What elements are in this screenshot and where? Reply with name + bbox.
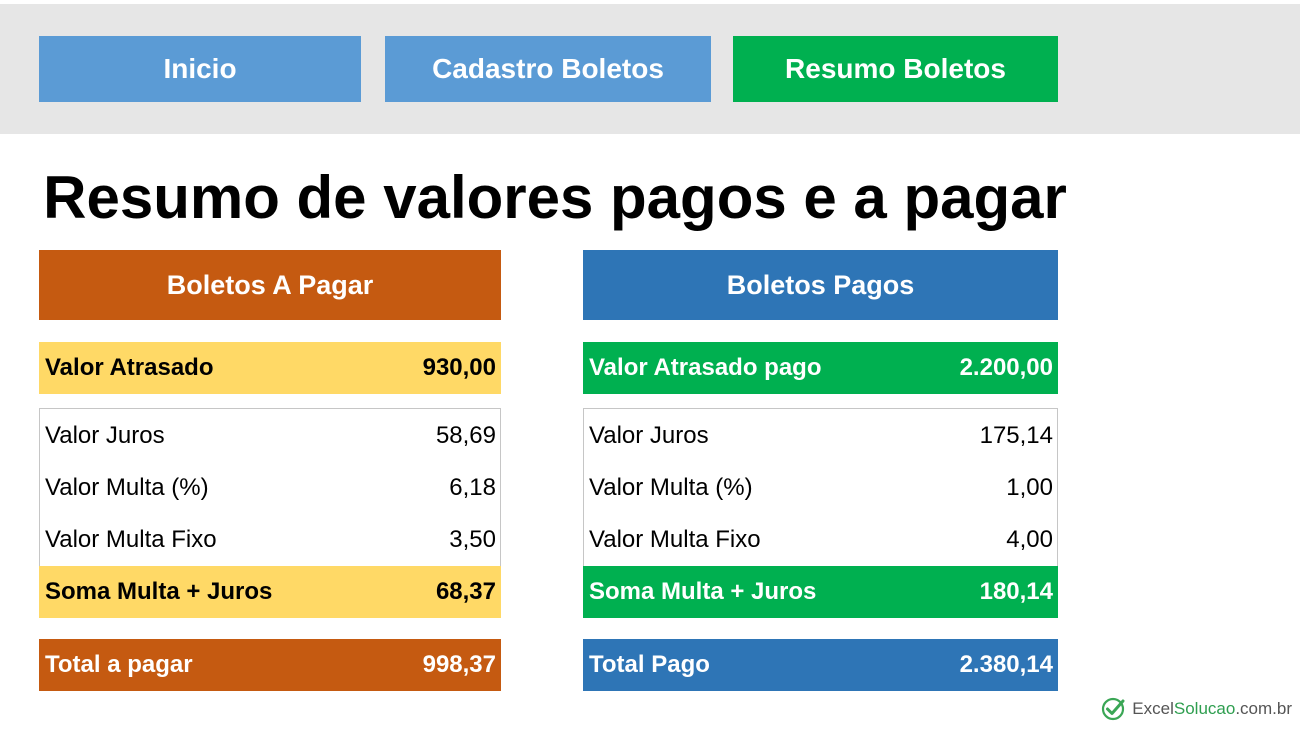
a-pagar-soma-row: Soma Multa + Juros 68,37 (39, 566, 501, 618)
a-pagar-juros-row: Valor Juros 58,69 (39, 410, 501, 462)
excelsolucao-logo: ExcelSolucao.com.br (1100, 694, 1292, 724)
pagos-multa-fixo-label: Valor Multa Fixo (589, 526, 761, 553)
pagos-multa-pct-row: Valor Multa (%) 1,00 (583, 462, 1058, 514)
pagos-juros-label: Valor Juros (589, 422, 709, 449)
a-pagar-juros-label: Valor Juros (45, 422, 165, 449)
pagos-multa-pct-label: Valor Multa (%) (589, 474, 753, 501)
nav-button-cadastro-boletos[interactable]: Cadastro Boletos (385, 36, 711, 102)
page-title: Resumo de valores pagos e a pagar (43, 164, 1067, 231)
a-pagar-multa-fixo-value: 3,50 (449, 526, 496, 553)
pagos-multa-fixo-value: 4,00 (1006, 526, 1053, 553)
pagos-total-value: 2.380,14 (959, 651, 1053, 678)
pagos-header: Boletos Pagos (583, 250, 1058, 320)
pagos-juros-value: 175,14 (979, 422, 1053, 449)
a-pagar-multa-fixo-row: Valor Multa Fixo 3,50 (39, 514, 501, 566)
check-circle-icon (1100, 696, 1126, 722)
pagos-juros-row: Valor Juros 175,14 (583, 410, 1058, 462)
pagos-total-row: Total Pago 2.380,14 (583, 639, 1058, 691)
a-pagar-multa-pct-row: Valor Multa (%) 6,18 (39, 462, 501, 514)
a-pagar-header: Boletos A Pagar (39, 250, 501, 320)
a-pagar-valor-atrasado-value: 930,00 (422, 354, 496, 381)
a-pagar-total-row: Total a pagar 998,37 (39, 639, 501, 691)
a-pagar-multa-fixo-label: Valor Multa Fixo (45, 526, 217, 553)
pagos-soma-label: Soma Multa + Juros (589, 578, 817, 605)
pagos-valor-atrasado-row: Valor Atrasado pago 2.200,00 (583, 342, 1058, 394)
pagos-valor-atrasado-value: 2.200,00 (959, 354, 1053, 381)
a-pagar-multa-pct-value: 6,18 (449, 474, 496, 501)
nav-button-inicio[interactable]: Inicio (39, 36, 361, 102)
a-pagar-soma-value: 68,37 (435, 578, 496, 605)
a-pagar-total-label: Total a pagar (45, 651, 193, 678)
pagos-multa-pct-value: 1,00 (1006, 474, 1053, 501)
logo-text-solucao: Solucao (1173, 699, 1236, 718)
a-pagar-valor-atrasado-row: Valor Atrasado 930,00 (39, 342, 501, 394)
pagos-total-label: Total Pago (589, 651, 710, 678)
a-pagar-total-value: 998,37 (422, 651, 496, 678)
pagos-soma-row: Soma Multa + Juros 180,14 (583, 566, 1058, 618)
nav-button-resumo-boletos[interactable]: Resumo Boletos (733, 36, 1058, 102)
a-pagar-multa-pct-label: Valor Multa (%) (45, 474, 209, 501)
a-pagar-juros-value: 58,69 (435, 422, 496, 449)
a-pagar-valor-atrasado-label: Valor Atrasado (45, 354, 214, 381)
logo-text-excel: Excel (1132, 699, 1174, 718)
logo-text: ExcelSolucao.com.br (1132, 699, 1292, 719)
logo-text-domain: .com.br (1235, 699, 1292, 718)
pagos-valor-atrasado-label: Valor Atrasado pago (589, 354, 822, 381)
pagos-multa-fixo-row: Valor Multa Fixo 4,00 (583, 514, 1058, 566)
pagos-soma-value: 180,14 (979, 578, 1053, 605)
a-pagar-soma-label: Soma Multa + Juros (45, 578, 273, 605)
